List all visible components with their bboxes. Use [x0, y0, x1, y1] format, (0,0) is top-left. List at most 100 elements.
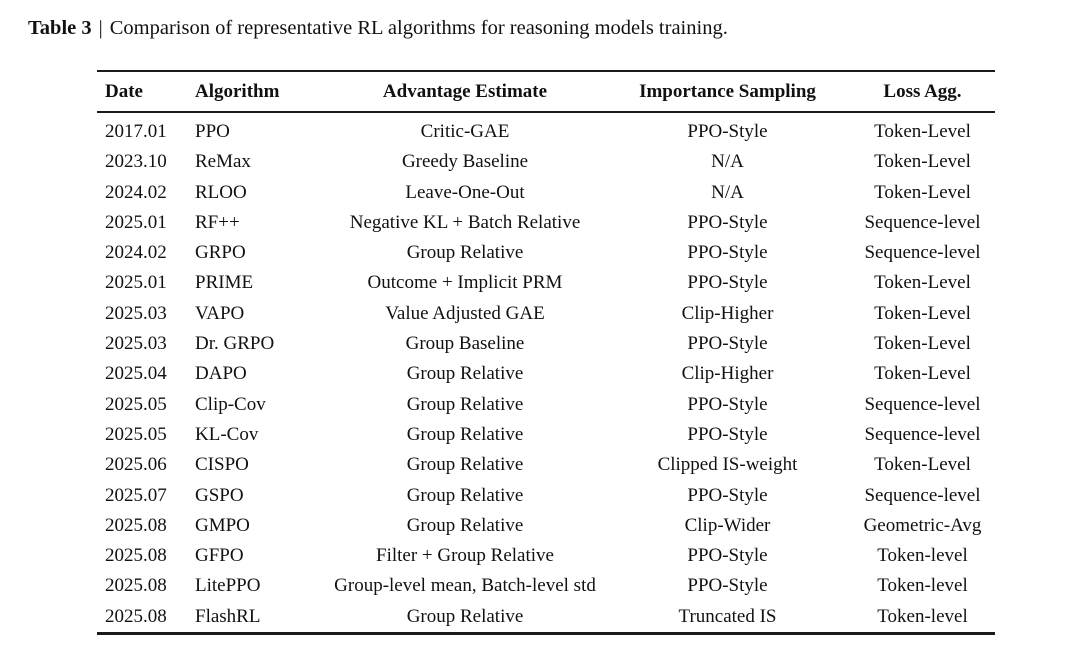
- table-cell: PPO-Style: [687, 121, 768, 142]
- table-cell: Value Adjusted GAE: [385, 302, 545, 324]
- table-cell: Truncated IS: [678, 605, 777, 627]
- table-cell: Sequence-level: [864, 484, 981, 506]
- table-row: 2017.01 PPO Critic-GAE PPO-Style Token-Level: [97, 112, 995, 147]
- table-cell: 2025.01: [105, 272, 167, 294]
- table-row: 2025.03 Dr. GRPO Group Baseline PPO-Style To…: [97, 329, 995, 359]
- table-cell: Group Relative: [406, 423, 524, 445]
- table-cell: Group Relative: [406, 454, 524, 476]
- table-cell: Critic-GAE: [420, 121, 510, 142]
- table-cell: Clip-Higher: [681, 302, 774, 324]
- table-row: 2025.01 RF++ Negative KL + Batch Relative P…: [97, 208, 995, 238]
- table-cell: GMPO: [195, 514, 250, 536]
- table-cell: Token-level: [877, 605, 968, 627]
- table-row: 2025.08 LitePPO Group-level mean, Batch-le…: [97, 571, 995, 601]
- table-cell: 2017.01: [105, 121, 167, 142]
- table-cell: Clip-Cov: [195, 393, 266, 415]
- table-cell: PPO-Style: [687, 272, 768, 294]
- table-row: 2025.05 Clip-Cov Group Relative PPO-Style Se…: [97, 390, 995, 420]
- table-cell: GSPO: [195, 484, 244, 506]
- table-cell: Sequence-level: [864, 211, 981, 233]
- table-cell: ReMax: [195, 151, 251, 173]
- table-cell: Group Relative: [406, 242, 524, 264]
- table-caption-label: Table 3: [28, 17, 92, 39]
- table-cell: VAPO: [195, 302, 245, 324]
- table-cell: 2024.02: [105, 181, 167, 203]
- table-cell: 2025.05: [105, 423, 167, 445]
- table-cell: PPO-Style: [687, 423, 768, 445]
- table-cell: 2025.04: [105, 363, 167, 385]
- table-row: 2025.03 VAPO Value Adjusted GAE Clip-Higher…: [97, 299, 995, 329]
- table-cell: Clip-Wider: [684, 514, 771, 536]
- table-cell: Group Relative: [406, 363, 524, 385]
- column-header-loss-agg: Loss Agg.: [850, 71, 995, 113]
- table-cell: Sequence-level: [864, 242, 981, 264]
- table-cell: 2025.08: [105, 605, 167, 627]
- table-cell: RLOO: [195, 181, 247, 203]
- table-cell: PPO-Style: [687, 242, 768, 264]
- table-header-row: Date Algorithm Advantage Estimate Importanc…: [97, 71, 995, 113]
- table-cell: 2025.07: [105, 484, 167, 506]
- table-cell: Group Relative: [406, 605, 524, 627]
- column-header-advantage-estimate: Advantage Estimate: [325, 71, 605, 113]
- table-cell: N/A: [711, 181, 744, 203]
- table-cell: Clip-Higher: [681, 363, 774, 385]
- table-cell: Sequence-level: [864, 393, 981, 415]
- table-row: 2025.08 FlashRL Group Relative Truncated IS…: [97, 602, 995, 634]
- table-cell: 2025.08: [105, 545, 167, 567]
- table-cell: PPO-Style: [687, 393, 768, 415]
- table-cell: RF++: [195, 211, 240, 233]
- table-cell: Greedy Baseline: [401, 151, 529, 173]
- table-row: 2025.05 KL-Cov Group Relative PPO-Style Sequ…: [97, 420, 995, 450]
- table-row: 2024.02 GRPO Group Relative PPO-Style Sequen…: [97, 238, 995, 268]
- table-cell: Group Relative: [406, 484, 524, 506]
- table-cell: Dr. GRPO: [195, 333, 275, 355]
- table-caption-text: Comparison of representative RL algorith…: [109, 17, 728, 39]
- table-row: 2025.08 GMPO Group Relative Clip-Wider Geome…: [97, 511, 995, 541]
- table-cell: Leave-One-Out: [405, 181, 525, 203]
- table-cell: Negative KL + Batch Relative: [349, 211, 581, 233]
- table-row: 2025.01 PRIME Outcome + Implicit PRM PPO-St…: [97, 268, 995, 298]
- table-cell: PPO-Style: [687, 211, 768, 233]
- table-row: 2025.06 CISPO Group Relative Clipped IS-wei…: [97, 450, 995, 480]
- table-row: 2025.04 DAPO Group Relative Clip-Higher Toke…: [97, 359, 995, 389]
- rl-algorithms-comparison-table: Date Algorithm Advantage Estimate Importanc…: [97, 70, 995, 636]
- table-cell: Token-Level: [874, 121, 971, 142]
- table-row: 2024.02 RLOO Leave-One-Out N/A Token-Level: [97, 178, 995, 208]
- table-cell: PPO: [195, 121, 230, 142]
- table-cell: Token-Level: [874, 151, 971, 173]
- table-cell: Token-level: [877, 545, 968, 567]
- caption-separator: |: [98, 17, 103, 39]
- table-cell: Token-Level: [874, 302, 971, 324]
- table-cell: Sequence-level: [864, 423, 981, 445]
- table-cell: LitePPO: [195, 575, 261, 597]
- table-row: 2023.10 ReMax Greedy Baseline N/A Token-Leve…: [97, 147, 995, 177]
- table-cell: N/A: [711, 151, 744, 173]
- table-cell: PPO-Style: [687, 484, 768, 506]
- table-cell: Group-level mean, Batch-level std: [334, 575, 596, 597]
- table-cell: 2025.08: [105, 514, 167, 536]
- table-cell: Token-level: [877, 575, 968, 597]
- table-cell: PPO-Style: [687, 333, 768, 355]
- column-header-date: Date: [97, 71, 185, 113]
- column-header-importance-sampling: Importance Sampling: [605, 71, 850, 113]
- column-header-algorithm: Algorithm: [185, 71, 325, 113]
- table-cell: Token-Level: [874, 363, 971, 385]
- table-cell: Token-Level: [874, 333, 971, 355]
- table-cell: 2023.10: [105, 151, 167, 173]
- table-cell: GFPO: [195, 545, 244, 567]
- table-cell: 2025.03: [105, 333, 167, 355]
- table-cell: Filter + Group Relative: [376, 545, 554, 567]
- table-cell: 2025.01: [105, 211, 167, 233]
- table-cell: Token-Level: [874, 454, 971, 476]
- table-cell: CISPO: [195, 454, 249, 476]
- table-cell: KL-Cov: [195, 423, 259, 445]
- table-cell: FlashRL: [195, 605, 261, 627]
- table-cell: Outcome + Implicit PRM: [367, 272, 563, 294]
- table-cell: 2025.06: [105, 454, 167, 476]
- table-cell: PPO-Style: [687, 545, 768, 567]
- table-cell: DAPO: [195, 363, 247, 385]
- table-cell: Geometric-Avg: [863, 514, 982, 536]
- table-row: 2025.07 GSPO Group Relative PPO-Style Sequen…: [97, 481, 995, 511]
- table-cell: 2025.03: [105, 302, 167, 324]
- table-cell: PRIME: [195, 272, 254, 294]
